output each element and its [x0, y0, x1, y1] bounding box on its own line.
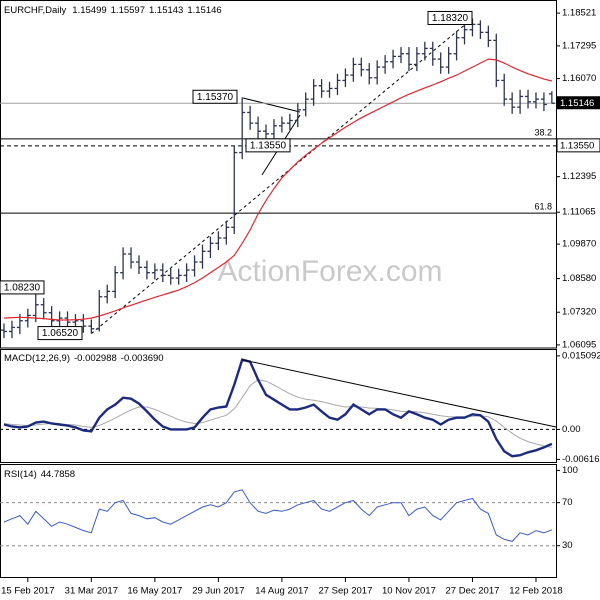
y-tick-label: 1.08580 — [562, 273, 596, 284]
x-tick-label: 10 Nov 2017 — [382, 586, 436, 597]
y-tick-label: 0.00 — [562, 424, 581, 435]
y-tick-label: 1.16070 — [562, 73, 596, 84]
macd-panel-frame — [0, 349, 557, 463]
moving-average — [3, 58, 553, 321]
price-annotation-label: 1.06520 — [42, 328, 79, 339]
x-tick-label: 27 Sep 2017 — [318, 586, 372, 597]
chart-header: EURCHF,Daily 1.15499 1.15597 1.15143 1.15146 — [4, 5, 222, 16]
price-annotation-box — [245, 138, 291, 153]
rsi-title: RSI(14) — [4, 469, 37, 480]
signal-last: -0.003690 — [121, 353, 164, 364]
y-tick-label: 100 — [562, 465, 578, 476]
macd-line — [3, 358, 553, 458]
current-price-label: 1.15146 — [560, 98, 594, 109]
macd-header: MACD(12,26,9) -0.002988 -0.003690 — [4, 353, 164, 364]
y-tick-label: 1.11065 — [562, 207, 596, 218]
macd-title: MACD(12,26,9) — [4, 353, 70, 364]
rsi-header: RSI(14) 44.7858 — [4, 469, 75, 480]
symbol: EURCHF,Daily — [4, 5, 67, 16]
fib-label: 61.8 — [534, 202, 552, 212]
y-tick-label: 1.07320 — [562, 307, 596, 318]
support-axis-label: 1.13550 — [560, 140, 594, 151]
plot-layer: 1.06095 1.07320 1.08580 1.09870 1.11065 1.123… — [0, 8, 600, 597]
rsi-line — [3, 489, 553, 542]
price-annotation-box — [0, 280, 45, 295]
x-tick-label: 29 Jun 2017 — [192, 586, 244, 597]
price-annotation-box — [37, 326, 83, 341]
y-tick-label: 30 — [562, 540, 573, 551]
price-annotation-label: 1.18320 — [432, 13, 469, 24]
y-tick-label: 1.18521 — [562, 8, 596, 19]
price-annotation-box — [427, 10, 473, 25]
macd-trend-line — [242, 359, 557, 428]
price-annotation-label: 1.08230 — [4, 283, 41, 294]
x-tick-label: 14 Aug 2017 — [255, 586, 308, 597]
y-tick-label: 70 — [562, 497, 573, 508]
last-close: 1.15146 — [187, 5, 221, 16]
last-open: 1.15499 — [72, 5, 106, 16]
x-tick-label: 15 Feb 2017 — [1, 586, 54, 597]
price-annotation-label: 1.13550 — [250, 141, 287, 152]
support-box — [556, 138, 600, 153]
main-panel-frame — [0, 0, 557, 349]
y-tick-label: 1.06095 — [562, 339, 596, 350]
last-high: 1.15597 — [111, 5, 145, 16]
last-low: 1.15143 — [149, 5, 183, 16]
x-tick-label: 27 Dec 2017 — [446, 586, 500, 597]
x-tick-label: 12 Feb 2018 — [509, 586, 562, 597]
price-annotation-label: 1.15370 — [197, 92, 234, 103]
y-tick-label: 0.015092 — [562, 350, 600, 361]
fib-label: 38.2 — [534, 127, 552, 137]
trend-line — [91, 18, 473, 334]
y-tick-label: 1.17295 — [562, 40, 596, 51]
x-tick-label: 31 Mar 2017 — [65, 586, 118, 597]
triangle-line — [242, 97, 301, 113]
watermark: ActionForex.com — [217, 255, 442, 288]
y-tick-label: 1.12395 — [562, 171, 596, 182]
price-annotation-box — [192, 89, 238, 104]
y-tick-label: 1.09870 — [562, 239, 596, 250]
rsi-panel-frame — [0, 464, 557, 578]
x-tick-label: 16 May 2017 — [127, 586, 182, 597]
macd-last: -0.002988 — [74, 353, 117, 364]
current-price-box — [557, 96, 600, 110]
rsi-last: 44.7858 — [41, 469, 75, 480]
